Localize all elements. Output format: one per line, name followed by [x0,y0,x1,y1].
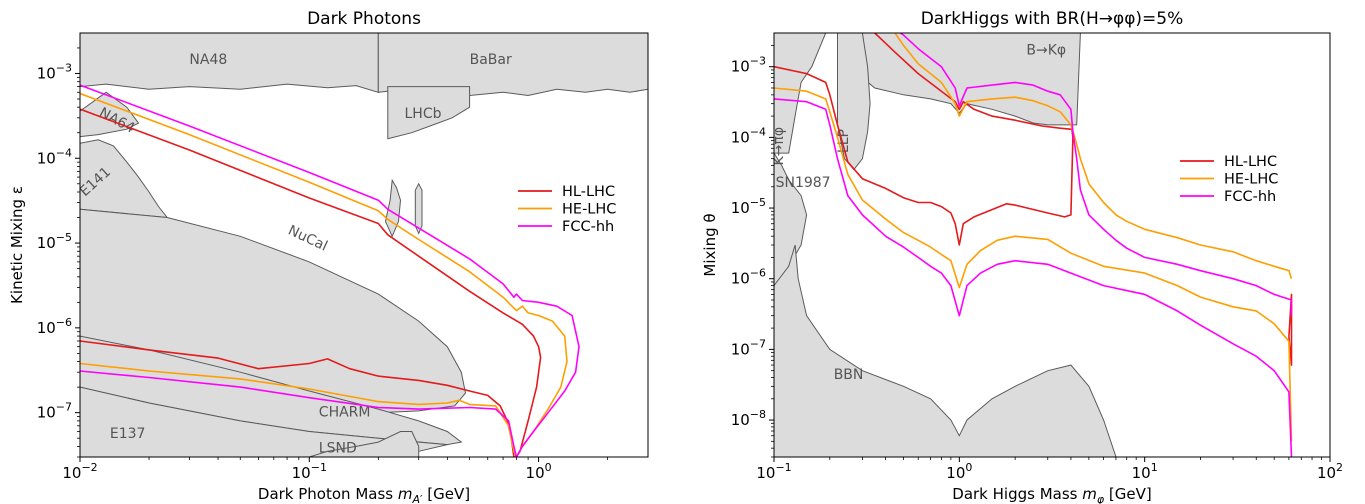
legend-label-hl-lhc: HL-LHC [562,184,615,200]
region-label-na48: NA48 [189,52,227,68]
x-axis-label: Dark Photon Mass mA′ [GeV] [258,485,470,504]
region-label-babar: BaBar [470,52,512,68]
chart-title: Dark Photons [307,9,421,29]
excluded-region-bbn [774,244,1117,457]
legend-label-hl-lhc: HL-LHC [1224,154,1277,170]
y-tick-label: 10−7 [731,337,766,358]
x-tick-label: 10−1 [756,461,791,482]
series-line-he-lhc [774,87,1293,442]
y-tick-label: 10−6 [731,267,766,288]
x-tick-label: 100 [946,461,972,482]
chart-title: DarkHiggs with BR(H→φφ)=5% [921,9,1184,29]
legend-label-fcc-hh: FCC-hh [1224,189,1276,205]
series-line-he-lhc [80,92,568,457]
y-tick-label: 10−7 [37,401,72,422]
region-label-k: K→πφ [771,127,787,166]
x-tick-label: 102 [1317,461,1343,482]
x-tick-label: 100 [526,461,552,482]
y-axis-label: Kinetic Mixing ε [8,186,26,304]
series-line-hl-lhc [774,33,1074,246]
region-label-lhcb: LHCb [405,106,442,122]
excluded-region-unlabeled-10 [414,182,423,235]
y-tick-label: 10−3 [37,61,72,82]
series-line-fcc-hh [80,84,580,457]
series-line-fcc-hh [899,33,1293,316]
excluded-region-k [774,33,827,154]
excluded-region-lhcb [387,86,471,140]
region-label-nucal: NuCal [285,223,329,255]
legend-label-he-lhc: HE-LHC [562,202,616,218]
y-tick-label: 10−6 [37,316,72,337]
series-line-he-lhc [894,33,1293,279]
excluded-region-lsnd [309,431,420,457]
region-label-e137: E137 [110,426,146,442]
y-tick-label: 10−3 [731,55,766,76]
excluded-region-e141 [80,139,169,219]
x-tick-label: 10−1 [292,461,327,482]
y-tick-label: 10−8 [731,408,766,429]
series-line-fcc-hh [774,98,1293,457]
chart-panel-1: NA48 BaBarLHCbNA64E141NuCalCHARME137LSND1… [8,9,649,504]
region-label-b-k: B→Kφ [1026,42,1066,58]
y-tick-label: 10−5 [37,231,72,252]
x-tick-label: 10−2 [62,461,97,482]
y-tick-label: 10−4 [37,146,72,167]
region-label-sn1987: SN1987 [776,175,831,191]
excluded-region-unlabeled-9 [384,178,402,238]
series-line-hl-lhc [1288,293,1293,366]
x-tick-label: 101 [1132,461,1158,482]
y-axis-label: Mixing θ [701,213,719,276]
region-label-lsnd: LSND [319,440,357,456]
legend-label-fcc-hh: FCC-hh [562,219,614,235]
legend-label-he-lhc: HE-LHC [1224,172,1278,188]
region-label-bbn: BBN [834,367,864,383]
region-label-charm: CHARM [319,405,371,421]
y-tick-label: 10−5 [731,196,766,217]
series-line-hl-lhc [80,108,542,457]
y-tick-label: 10−4 [731,125,766,146]
excluded-region-na48 [80,33,379,93]
x-axis-label: Dark Higgs Mass mφ [GeV] [952,485,1151,504]
axes-frame [79,32,649,458]
excluded-region-llp [837,33,871,171]
